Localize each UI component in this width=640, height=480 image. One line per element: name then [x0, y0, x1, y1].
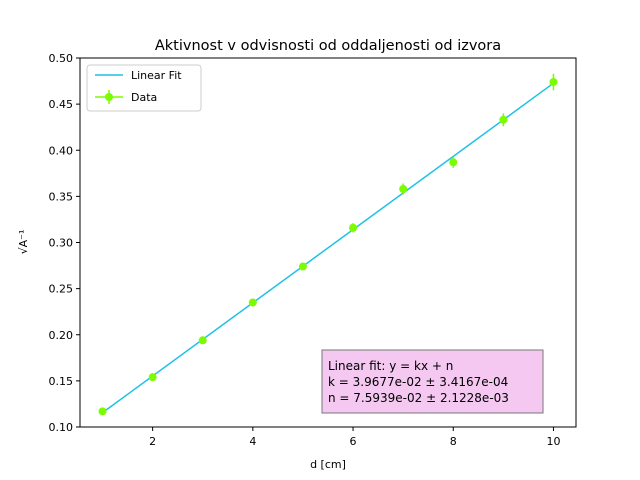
y-tick-label: 0.40 [49, 144, 74, 157]
annotation-line: k = 3.9677e-02 ± 3.4167e-04 [328, 375, 508, 389]
annotation-line: n = 7.5939e-02 ± 2.1228e-03 [328, 391, 509, 405]
y-tick-label: 0.50 [49, 52, 74, 65]
x-tick-label: 4 [249, 435, 256, 448]
x-tick-label: 2 [149, 435, 156, 448]
data-point [148, 373, 157, 382]
y-tick-label: 0.25 [49, 283, 74, 296]
y-tick-label: 0.45 [49, 98, 74, 111]
data-point [549, 77, 558, 86]
legend-data-marker [105, 93, 113, 101]
data-point [198, 336, 207, 345]
x-axis-label: d [cm] [310, 458, 346, 471]
y-tick-label: 0.35 [49, 190, 74, 203]
legend-fit-label: Linear Fit [131, 69, 182, 82]
y-axis-label-text: √A⁻¹ [17, 230, 30, 255]
legend-data-label: Data [131, 91, 157, 104]
data-point [248, 298, 257, 307]
legend: Linear Fit Data [86, 64, 202, 112]
fit-line [102, 82, 554, 414]
data-point [499, 115, 508, 124]
y-axis-label: √A⁻¹ [17, 230, 30, 255]
data-point [399, 184, 408, 193]
y-tick-label: 0.30 [49, 237, 74, 250]
data-point [349, 223, 358, 232]
fit-annotation-box: Linear fit: y = kx + n k = 3.9677e-02 ± 3… [321, 349, 544, 414]
annotation-line: Linear fit: y = kx + n [328, 359, 453, 373]
x-tick-label: 10 [546, 435, 560, 448]
chart-title: Aktivnost v odvisnosti od oddaljenosti o… [155, 38, 501, 54]
plot-area [98, 73, 558, 416]
data-point [98, 407, 107, 416]
x-tick-label: 8 [450, 435, 457, 448]
x-tick-label: 6 [350, 435, 357, 448]
y-tick-label: 0.10 [49, 421, 74, 434]
y-tick-label: 0.15 [49, 375, 74, 388]
legend-box [86, 64, 202, 112]
data-point [298, 262, 307, 271]
annotation-background [321, 349, 544, 414]
y-tick-label: 0.20 [49, 329, 74, 342]
data-point [449, 158, 458, 167]
